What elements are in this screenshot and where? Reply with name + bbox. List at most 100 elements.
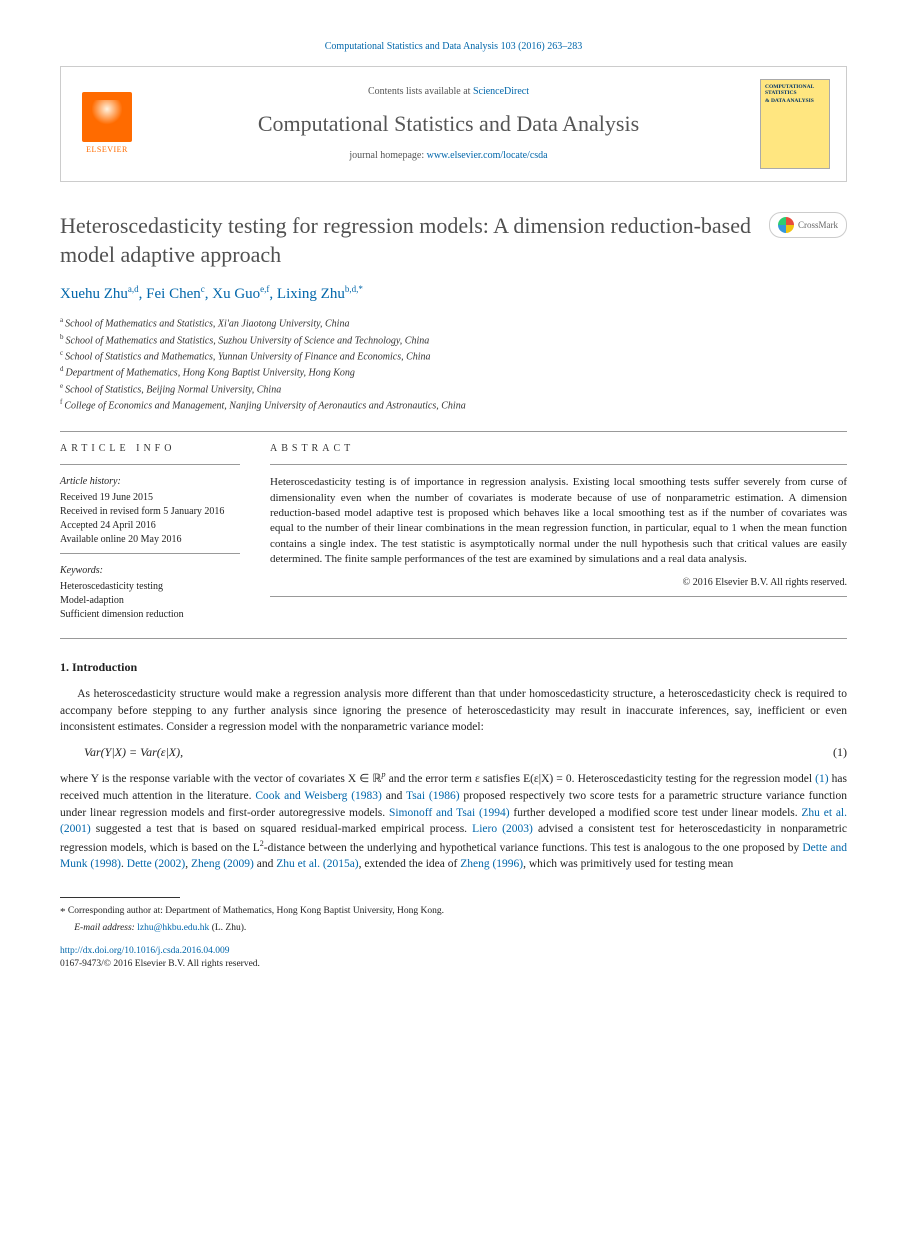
aff-key: b: [60, 333, 64, 341]
email-who: (L. Zhu).: [209, 923, 246, 933]
ref-link[interactable]: (1): [815, 773, 828, 785]
crossmark-badge[interactable]: CrossMark: [769, 212, 847, 238]
affiliation-list: aSchool of Mathematics and Statistics, X…: [60, 315, 847, 413]
abstract: ABSTRACT Heteroscedasticity testing is o…: [270, 442, 847, 622]
affiliation-item: cSchool of Statistics and Mathematics, Y…: [60, 348, 847, 364]
aff-text: School of Mathematics and Statistics, Su…: [66, 335, 430, 346]
homepage-prefix: journal homepage:: [349, 150, 426, 161]
sciencedirect-link[interactable]: ScienceDirect: [473, 86, 529, 97]
keyword-item: Heteroscedasticity testing: [60, 580, 240, 594]
aff-text: School of Statistics and Mathematics, Yu…: [65, 351, 430, 362]
author-name[interactable]: Xu Guo: [212, 286, 260, 302]
article-title: Heteroscedasticity testing for regressio…: [60, 212, 769, 269]
text-run: , which was primitively used for testing…: [523, 858, 733, 870]
section-heading: 1. Introduction: [60, 659, 847, 676]
author-aff[interactable]: a,d: [128, 284, 139, 294]
paragraph: where Y is the response variable with th…: [60, 769, 847, 873]
text-run: further developed a modified score test …: [510, 807, 802, 819]
history-label: Article history:: [60, 475, 240, 489]
journal-header: ELSEVIER Contents lists available at Sci…: [60, 66, 847, 182]
journal-name: Computational Statistics and Data Analys…: [153, 109, 744, 140]
homepage-line: journal homepage: www.elsevier.com/locat…: [153, 149, 744, 163]
author-aff[interactable]: e,f: [260, 284, 269, 294]
author-aff[interactable]: b,d,: [345, 284, 359, 294]
author-name[interactable]: Lixing Zhu: [277, 286, 345, 302]
affiliation-item: eSchool of Statistics, Beijing Normal Un…: [60, 381, 847, 397]
issn-line: 0167-9473/© 2016 Elsevier B.V. All right…: [60, 958, 847, 971]
text-run: , extended the idea of: [359, 858, 461, 870]
separator: [60, 553, 240, 554]
ref-link[interactable]: Zhu et al. (2015a): [276, 858, 358, 870]
history-item: Received in revised form 5 January 2016: [60, 505, 240, 519]
equation-text: Var(Y|X) = Var(ε|X),: [84, 744, 183, 761]
article-info-heading: ARTICLE INFO: [60, 442, 240, 456]
equation-number: (1): [833, 744, 847, 761]
footnote-separator: [60, 897, 180, 898]
ref-link[interactable]: Dette (2002): [127, 858, 185, 870]
info-abstract-row: ARTICLE INFO Article history: Received 1…: [60, 442, 847, 622]
separator: [60, 464, 240, 465]
elsevier-logo[interactable]: ELSEVIER: [77, 89, 137, 159]
ref-link[interactable]: Zheng (2009): [191, 858, 254, 870]
star-icon: *: [60, 906, 66, 918]
cover-thumbnail[interactable]: COMPUTATIONAL STATISTICS & DATA ANALYSIS: [760, 79, 830, 169]
aff-key: e: [60, 382, 63, 390]
aff-text: School of Statistics, Beijing Normal Uni…: [65, 384, 281, 395]
contents-line: Contents lists available at ScienceDirec…: [153, 85, 744, 99]
affiliation-item: bSchool of Mathematics and Statistics, S…: [60, 332, 847, 348]
author-name[interactable]: Xuehu Zhu: [60, 286, 128, 302]
separator: [270, 464, 847, 465]
author-name[interactable]: Fei Chen: [146, 286, 201, 302]
crossmark-label: CrossMark: [798, 219, 838, 232]
title-row: Heteroscedasticity testing for regressio…: [60, 212, 847, 269]
history-item: Received 19 June 2015: [60, 491, 240, 505]
ref-link[interactable]: Simonoff and Tsai (1994): [389, 807, 510, 819]
separator: [60, 638, 847, 639]
aff-key: f: [60, 398, 62, 406]
page: Computational Statistics and Data Analys…: [0, 0, 907, 1001]
abstract-heading: ABSTRACT: [270, 442, 847, 456]
homepage-link[interactable]: www.elsevier.com/locate/csda: [427, 150, 548, 161]
text-run: suggested a test that is based on square…: [91, 823, 473, 835]
author-list: Xuehu Zhua,d, Fei Chenc, Xu Guoe,f, Lixi…: [60, 283, 847, 305]
elsevier-tree-icon: [82, 92, 132, 142]
aff-key: a: [60, 316, 63, 324]
separator: [270, 596, 847, 597]
cover-title-1: COMPUTATIONAL STATISTICS: [765, 84, 825, 96]
text-run: and the error term ε satisfies E(ε|X) = …: [386, 773, 816, 785]
email-link[interactable]: lzhu@hkbu.edu.hk: [137, 923, 209, 933]
footnote-text: Corresponding author at: Department of M…: [68, 906, 444, 916]
top-citation: Computational Statistics and Data Analys…: [60, 40, 847, 54]
affiliation-item: dDepartment of Mathematics, Hong Kong Ba…: [60, 364, 847, 380]
aff-text: College of Economics and Management, Nan…: [64, 400, 465, 411]
doi-link[interactable]: http://dx.doi.org/10.1016/j.csda.2016.04…: [60, 946, 230, 956]
affiliation-item: fCollege of Economics and Management, Na…: [60, 397, 847, 413]
equation: Var(Y|X) = Var(ε|X), (1): [84, 744, 847, 761]
keywords-label: Keywords:: [60, 564, 240, 578]
email-footnote: E-mail address: lzhu@hkbu.edu.hk (L. Zhu…: [74, 921, 847, 935]
abstract-copyright: © 2016 Elsevier B.V. All rights reserved…: [270, 576, 847, 590]
corresponding-footnote: * Corresponding author at: Department of…: [60, 904, 847, 921]
history-item: Available online 20 May 2016: [60, 533, 240, 547]
ref-link[interactable]: Tsai (1986): [406, 790, 460, 802]
author-aff[interactable]: c: [201, 284, 205, 294]
aff-text: School of Mathematics and Statistics, Xi…: [65, 319, 349, 330]
ref-link[interactable]: Liero (2003): [472, 823, 533, 835]
crossmark-icon: [778, 217, 794, 233]
footnotes: * Corresponding author at: Department of…: [60, 904, 847, 935]
text-run: and: [382, 790, 406, 802]
text-run: where Y is the response variable with th…: [60, 773, 382, 785]
paragraph: As heteroscedasticity structure would ma…: [60, 686, 847, 736]
ref-link[interactable]: Zheng (1996): [460, 858, 523, 870]
email-label: E-mail address:: [74, 923, 137, 933]
ref-link[interactable]: Cook and Weisberg (1983): [255, 790, 382, 802]
cover-title-2: & DATA ANALYSIS: [765, 98, 825, 104]
abstract-text: Heteroscedasticity testing is of importa…: [270, 475, 847, 567]
body-text: As heteroscedasticity structure would ma…: [60, 686, 847, 873]
article-info: ARTICLE INFO Article history: Received 1…: [60, 442, 240, 622]
contents-prefix: Contents lists available at: [368, 86, 473, 97]
history-item: Accepted 24 April 2016: [60, 519, 240, 533]
corresponding-star[interactable]: *: [358, 284, 363, 294]
separator: [60, 431, 847, 432]
header-center: Contents lists available at ScienceDirec…: [153, 85, 744, 164]
